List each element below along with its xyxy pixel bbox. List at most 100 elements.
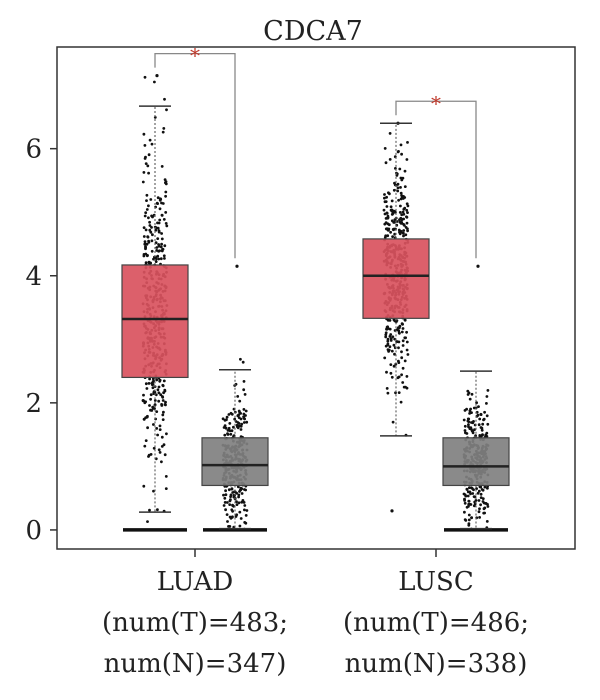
lusc-tumor-point [406, 204, 410, 208]
luad-tumor-point [158, 424, 162, 428]
lusc-normal-point [481, 422, 485, 426]
luad-normal-point [226, 520, 229, 523]
lusc-tumor-point [399, 143, 403, 147]
lusc-tumor-point [392, 221, 396, 224]
lusc-normal-point [467, 505, 470, 508]
luad-tumor-point [144, 228, 148, 232]
luad-normal-point [224, 508, 228, 512]
lusc-tumor-point [406, 211, 409, 215]
luad-tumor-point [159, 257, 163, 261]
lusc-tumor-point [386, 337, 390, 341]
lusc-tumor-point [383, 236, 387, 239]
lusc-tumor-point [383, 147, 387, 150]
lusc-tumor-point [398, 331, 401, 335]
luad-normal-point [240, 487, 244, 491]
lusc-normal-point [470, 487, 474, 490]
luad-tumor-point [159, 197, 163, 201]
luad-tumor-point [155, 427, 159, 430]
plot-frame [56, 46, 576, 550]
lusc-tumor-point [398, 232, 402, 236]
luad-tumor-point [143, 242, 147, 246]
luad-tumor-point [145, 387, 149, 390]
lusc-tumor-point [399, 400, 403, 404]
lusc-normal-point [479, 496, 483, 499]
luad-tumor-point [156, 433, 160, 437]
lusc-tumor-point [397, 391, 401, 394]
lusc-normal-point [466, 417, 470, 421]
luad-tumor-point [161, 384, 165, 388]
luad-tumor-point [160, 242, 164, 246]
luad-tumor-point [147, 240, 151, 244]
lusc-tumor-point [397, 375, 401, 379]
luad-tumor-point [164, 181, 167, 185]
luad-normal-point [223, 418, 227, 422]
luad-tumor-point [165, 224, 169, 228]
luad-tumor-point [162, 379, 166, 383]
luad-tumor-point [156, 388, 160, 392]
luad-tumor-point [158, 378, 162, 382]
luad-normal-point [242, 380, 246, 383]
lusc-normal-point [477, 510, 481, 514]
luad-normal-point [245, 509, 249, 512]
lusc-normal-point [477, 405, 480, 408]
lusc-significance-bracket [395, 100, 477, 259]
luad-normal-point [235, 425, 239, 428]
lusc-tumor-point [401, 381, 405, 384]
lusc-tumor-point [397, 340, 401, 344]
luad-tumor-point [143, 144, 147, 147]
luad-tumor-point [147, 171, 151, 175]
lusc-normal-point [480, 426, 484, 430]
luad-tumor-point [164, 211, 168, 214]
luad-normal-point [228, 429, 232, 433]
luad-normal-point [222, 504, 226, 507]
lusc-tumor-point [389, 205, 393, 209]
luad-normal-point [226, 433, 230, 436]
luad-tumor-point [160, 435, 164, 439]
luad-tumor-point [164, 475, 168, 478]
lusc-normal-point [479, 413, 483, 416]
lusc-tumor-point [401, 327, 405, 330]
lusc-tumor-point [400, 152, 403, 156]
lusc-tumor-point [383, 196, 386, 200]
lusc-tumor-point [401, 197, 405, 200]
lusc-tumor-point [400, 356, 404, 360]
lusc-normal-point [479, 485, 483, 489]
lusc-normal-point [464, 494, 468, 498]
luad-tumor-point [143, 240, 147, 244]
luad-normal-point [239, 424, 243, 428]
lusc-tumor-point [391, 235, 394, 239]
luad-tumor-point [158, 451, 162, 454]
luad-normal-point [239, 412, 243, 415]
luad-tumor-point [152, 446, 156, 450]
lusc-tumor-point [393, 181, 396, 185]
luad-normal-point [242, 415, 246, 419]
luad-tumor-point [156, 226, 160, 230]
luad-normal-point [232, 435, 235, 438]
lusc-normal-point [485, 414, 489, 418]
lusc-tumor-point [388, 345, 392, 349]
lusc-tumor-point [400, 373, 403, 377]
luad-normal-point [242, 388, 246, 392]
luad-tumor-point [162, 218, 166, 221]
lusc-tumor-point [401, 210, 405, 214]
luad-tumor-point [157, 230, 161, 234]
luad-tumor-point [161, 418, 165, 421]
luad-tumor-point [163, 453, 167, 457]
luad-tumor-point [160, 213, 164, 217]
luad-normal-point [222, 426, 226, 429]
luad-normal-point [231, 504, 235, 508]
lusc-normal-point [485, 395, 489, 398]
luad-tumor-point [164, 400, 167, 404]
lusc-normal-point [479, 492, 483, 496]
lusc-tumor-point [386, 234, 390, 238]
luad-normal-point [244, 514, 248, 517]
luad-tumor-point [158, 207, 162, 211]
luad-tumor-point [151, 405, 155, 409]
lusc-normal-point [468, 486, 471, 489]
luad-tumor-box [121, 264, 189, 379]
lusc-normal-point [485, 402, 488, 405]
lusc-normal-point [465, 407, 468, 411]
luad-tumor-point [153, 80, 156, 84]
luad-normal-point [244, 409, 248, 413]
lusc-tumor-point [399, 230, 403, 234]
